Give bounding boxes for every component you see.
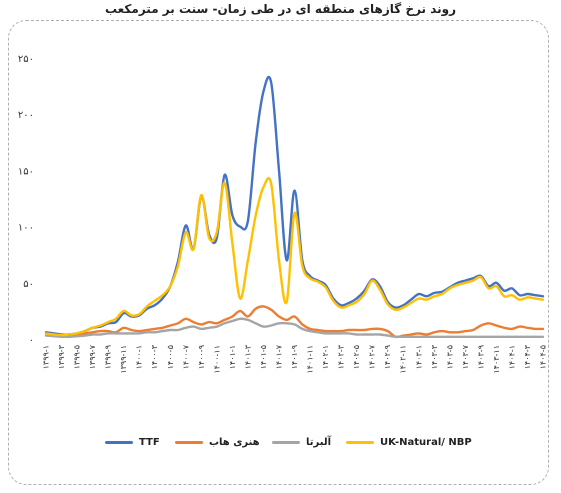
x-tick-label: ۱۴۰۱-۵ [259,345,268,369]
x-tick-label: ۱۳۹۹-۳ [57,344,66,369]
chart-frame [8,20,549,485]
x-tick-label: ۱۴۰۱-۹ [290,345,299,369]
x-tick-label: ۱۴۰۰-۱۱ [212,345,221,374]
legend-item-ttf: TTF [105,437,160,448]
legend-label-alberta: آلبرتا [306,437,331,448]
x-tick-label: ۱۴۰۱-۱ [228,345,237,369]
y-tick-label: ۵۰ [23,279,34,290]
x-tick-label: ۱۴۰۲-۹ [383,345,392,369]
y-tick-label: ۲۰۰ [18,110,34,121]
legend-swatch-ttf [105,441,133,444]
series-line-nbp [44,177,545,337]
chart-title: روند نرخ گازهای منطقه ای در طی زمان- سنت… [104,2,457,16]
x-tick-label: ۱۴۰۲-۵ [352,345,361,369]
x-tick-label: ۱۴۰۳-۹ [476,345,485,369]
y-tick-label: ۰ [29,335,34,346]
x-tick-label: ۱۴۰۲-۳ [337,344,346,369]
x-tick-label: ۱۳۹۹-۷ [88,344,97,369]
legend-swatch-nbp [346,441,374,444]
legend-label-henry-hub: هنری هاب [209,437,260,448]
x-tick-label: ۱۴۰۳-۷ [461,344,470,369]
series-line-ttf [44,75,545,336]
x-tick-label: ۱۴۰۲-۱ [321,345,330,369]
series-lines [44,75,545,339]
legend-swatch-alberta [272,441,300,444]
legend-label-ttf: TTF [139,437,160,448]
legend-label-nbp: UK-Natural/ NBP [380,437,472,448]
x-tick-label: ۱۳۹۹-۱ [42,345,51,369]
series-line-alberta [44,317,545,339]
x-tick-label: ۱۳۹۹-۹ [104,345,113,369]
x-tick-label: ۱۴۰۰-۳ [150,344,159,369]
x-tick-label: ۱۳۹۹-۱۱ [119,345,128,374]
y-tick-label: ۲۵۰ [18,54,34,65]
x-tick-label: ۱۴۰۰-۱ [135,345,144,369]
y-axis: ۰ ۵۰ ۱۰۰ ۱۵۰ ۲۰۰ ۲۵۰ [18,54,34,346]
x-tick-label: ۱۴۰۰-۹ [197,345,206,369]
x-axis: ۱۳۹۹-۱ ۱۳۹۹-۳ ۱۳۹۹-۵ ۱۳۹۹-۷ ۱۳۹۹-۹ ۱۳۹۹-۱۱ ۱۴۰… [42,344,548,373]
x-tick-label: ۱۴۰۰-۷ [181,344,190,369]
x-tick-label: ۱۴۰۲-۱۱ [399,345,408,374]
legend-item-alberta: آلبرتا [272,437,331,448]
legend: TTF هنری هاب آلبرتا UK-Natural/ NBP [0,437,561,457]
x-tick-label: ۱۴۰۴-۱ [507,345,516,369]
series-line-henry-hub [44,305,545,339]
legend-swatch-henry-hub [175,441,203,444]
x-tick-label: ۱۴۰۰-۵ [166,345,175,369]
legend-item-nbp: UK-Natural/ NBP [346,437,472,448]
x-tick-label: ۱۴۰۳-۵ [445,345,454,369]
x-tick-label: ۱۴۰۳-۱ [414,345,423,369]
x-tick-label: ۱۳۹۹-۵ [73,345,82,369]
y-tick-label: ۱۵۰ [18,166,34,177]
y-tick-label: ۱۰۰ [18,223,34,234]
legend-item-henry-hub: هنری هاب [175,437,260,448]
x-tick-label: ۱۴۰۱-۱۱ [306,345,315,374]
x-tick-label: ۱۴۰۲-۷ [368,344,377,369]
x-tick-label: ۱۴۰۱-۳ [243,344,252,369]
x-tick-label: ۱۴۰۴-۳ [523,344,532,369]
x-tick-label: ۱۴۰۳-۱۱ [492,345,501,374]
x-tick-label: ۱۴۰۴-۵ [539,345,548,369]
x-tick-label: ۱۴۰۱-۷ [274,344,283,369]
x-tick-label: ۱۴۰۳-۳ [430,344,439,369]
